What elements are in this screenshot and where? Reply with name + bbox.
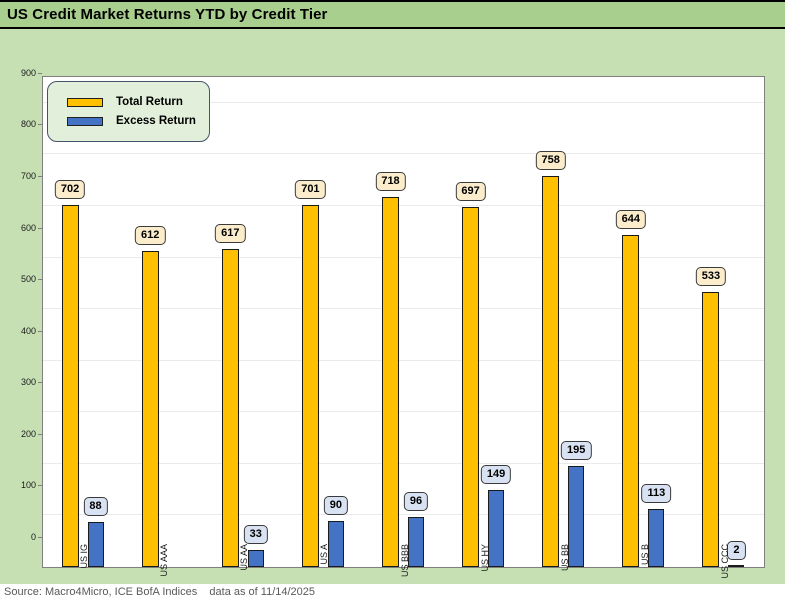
bar-total-us-b <box>622 235 640 567</box>
title-band: US Credit Market Returns YTD by Credit T… <box>0 0 785 29</box>
value-label-total-us-bbb: 718 <box>375 172 406 191</box>
bar-excess-us-ccc <box>728 565 745 567</box>
bar-total-us-bb <box>542 176 560 567</box>
y-tick-0: 0 <box>30 532 36 542</box>
chart-region: 702 88 612 617 33 701 90 718 96 697 149 758 195 644 11… <box>0 29 785 584</box>
value-label-excess-us-b: 113 <box>641 484 672 503</box>
y-tickmark-400 <box>38 330 42 332</box>
y-tick-400: 400 <box>20 325 36 336</box>
x-axis-label-us-bb: US BB <box>559 544 570 572</box>
bar-total-us-hy <box>462 207 480 567</box>
bar-excess-us-b <box>648 509 665 567</box>
y-tick-300: 300 <box>20 377 36 388</box>
value-label-excess-us-bbb: 96 <box>403 492 429 511</box>
y-tickmark-0 <box>38 537 42 538</box>
gridline-700 <box>43 205 764 206</box>
legend-label-excess-return: Excess Return <box>116 115 196 127</box>
y-tick-100: 100 <box>20 480 36 491</box>
plot-area: 702 88 612 617 33 701 90 718 96 697 149 758 195 644 11… <box>42 76 765 568</box>
value-label-total-us-ccc: 533 <box>695 267 727 286</box>
source-line: Source: Macro4Micro, ICE BofA Indices da… <box>4 586 315 598</box>
bar-total-us-a <box>301 205 319 567</box>
y-tickmark-700 <box>38 175 42 177</box>
value-label-total-us-ig: 702 <box>54 180 86 199</box>
x-axis-label-us-a: US A <box>319 544 330 565</box>
legend-label-total-return: Total Return <box>116 96 183 108</box>
as-of-text: data as of 11/14/2025 <box>209 586 316 598</box>
y-tickmark-100 <box>38 485 42 487</box>
gridline-400 <box>43 360 764 361</box>
y-tickmark-500 <box>38 279 42 281</box>
y-tickmark-300 <box>38 382 42 384</box>
value-label-total-us-b: 644 <box>615 210 647 229</box>
legend-swatch-excess-return <box>67 116 103 126</box>
value-label-excess-us-bb: 195 <box>561 441 592 460</box>
value-label-total-us-aa: 617 <box>215 224 246 243</box>
gridline-600 <box>43 257 764 258</box>
gridline-900 <box>43 102 764 103</box>
bar-total-us-aaa <box>141 251 159 567</box>
bar-total-us-aa <box>221 249 239 567</box>
value-label-excess-us-aa: 33 <box>243 525 268 544</box>
x-axis-label-us-aa: US AA <box>239 544 250 571</box>
x-axis-label-us-bbb: US BBB <box>399 544 410 578</box>
bar-excess-us-a <box>327 521 344 567</box>
legend-item-excess-return: Excess Return <box>67 115 209 127</box>
gridline-200 <box>43 463 764 464</box>
y-tickmark-600 <box>38 227 42 229</box>
y-tick-500: 500 <box>20 274 36 285</box>
value-label-excess-us-hy: 149 <box>480 465 512 484</box>
source-spacer <box>197 586 209 598</box>
y-tick-600: 600 <box>20 222 36 233</box>
y-tickmark-800 <box>38 124 42 126</box>
x-axis-label-us-aaa: US AAA <box>159 544 170 577</box>
source-text: Source: Macro4Micro, ICE BofA Indices <box>4 586 198 598</box>
value-label-excess-us-a: 90 <box>323 496 348 515</box>
value-label-total-us-bb: 758 <box>535 151 566 170</box>
gridline-500 <box>43 308 764 309</box>
bar-total-us-ig <box>61 205 79 567</box>
x-axis-label-us-hy: US HY <box>479 544 490 572</box>
value-label-total-us-a: 701 <box>295 180 326 199</box>
bar-excess-us-bb <box>568 466 585 567</box>
value-label-total-us-hy: 697 <box>455 182 486 201</box>
bar-excess-us-bbb <box>408 517 424 567</box>
value-label-excess-us-ccc: 2 <box>727 541 746 560</box>
gridline-100 <box>43 514 764 515</box>
bar-total-us-bbb <box>382 197 399 567</box>
value-label-total-us-aaa: 612 <box>134 226 166 245</box>
y-tick-700: 700 <box>20 170 36 181</box>
gridline-800 <box>43 153 764 154</box>
bar-excess-us-ig <box>87 522 104 567</box>
y-tick-900: 900 <box>20 67 36 78</box>
chart-legend: Total Return Excess Return <box>47 81 210 142</box>
bar-total-us-ccc <box>702 292 720 567</box>
bar-excess-us-aa <box>247 550 264 567</box>
x-axis-label-us-ig: US IG <box>79 544 90 569</box>
x-axis-label-us-ccc: US CCC <box>719 544 730 579</box>
x-axis-label-us-b: US B <box>639 544 650 566</box>
value-label-excess-us-ig: 88 <box>83 497 108 516</box>
y-tickmark-900 <box>38 72 42 74</box>
bar-excess-us-hy <box>488 490 505 567</box>
chart-title: US Credit Market Returns YTD by Credit T… <box>7 6 328 23</box>
y-tick-800: 800 <box>20 119 36 130</box>
gridline-300 <box>43 411 764 412</box>
legend-swatch-total-return <box>67 97 103 107</box>
y-tickmark-200 <box>38 433 42 435</box>
legend-item-total-return: Total Return <box>67 96 209 108</box>
y-tick-200: 200 <box>20 428 36 439</box>
